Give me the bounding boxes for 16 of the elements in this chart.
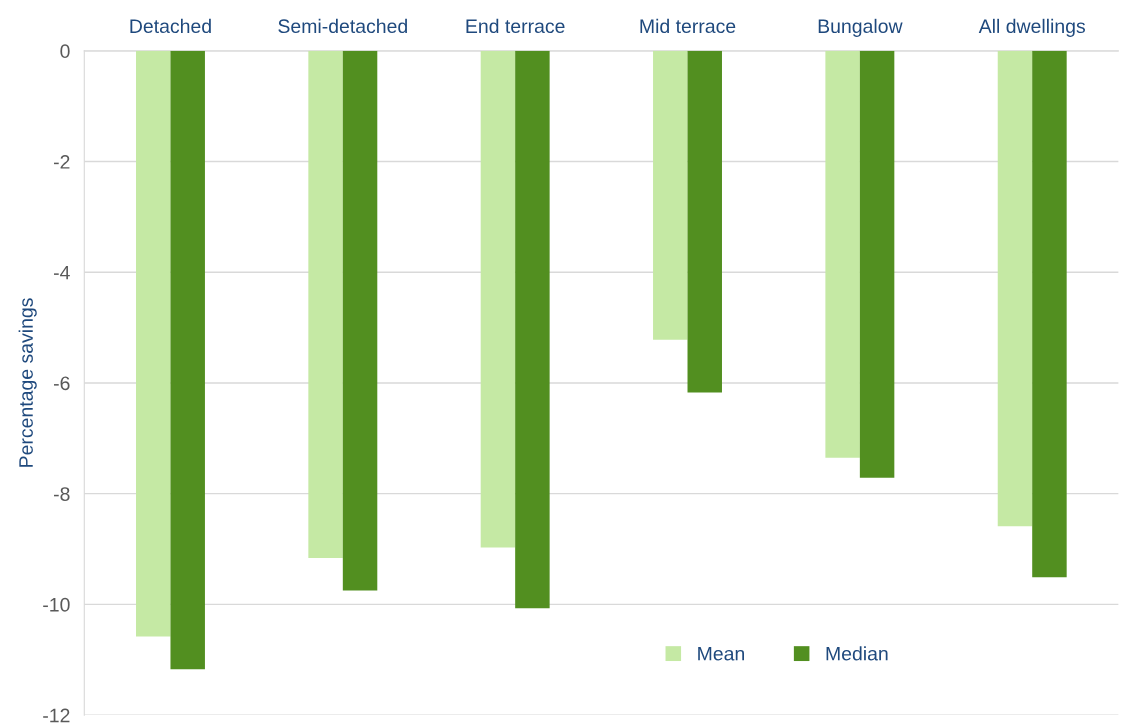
x-tick-label: Mid terrace (640, 18, 736, 34)
x-tick-label: Bungalow (818, 18, 903, 37)
y-tick-label: -6 (53, 376, 70, 391)
x-tick-label: All dwellings (978, 18, 1085, 37)
y-tick-label: -12 (43, 708, 70, 723)
y-tick-label: -4 (53, 265, 70, 280)
x-tick-label: Semi-detached (278, 18, 407, 34)
x-tick-label: End terrace (466, 18, 565, 34)
y-tick-label: -10 (43, 597, 70, 612)
legend-label: Median (826, 646, 888, 661)
legend-label: Mean (698, 646, 744, 661)
y-tick-label: 0 (60, 44, 70, 59)
y-tick-label: -8 (53, 487, 70, 501)
x-tick-label: Detached (130, 18, 211, 34)
y-axis-title: Percentage savings (18, 298, 37, 467)
y-tick-label: -2 (53, 155, 70, 169)
